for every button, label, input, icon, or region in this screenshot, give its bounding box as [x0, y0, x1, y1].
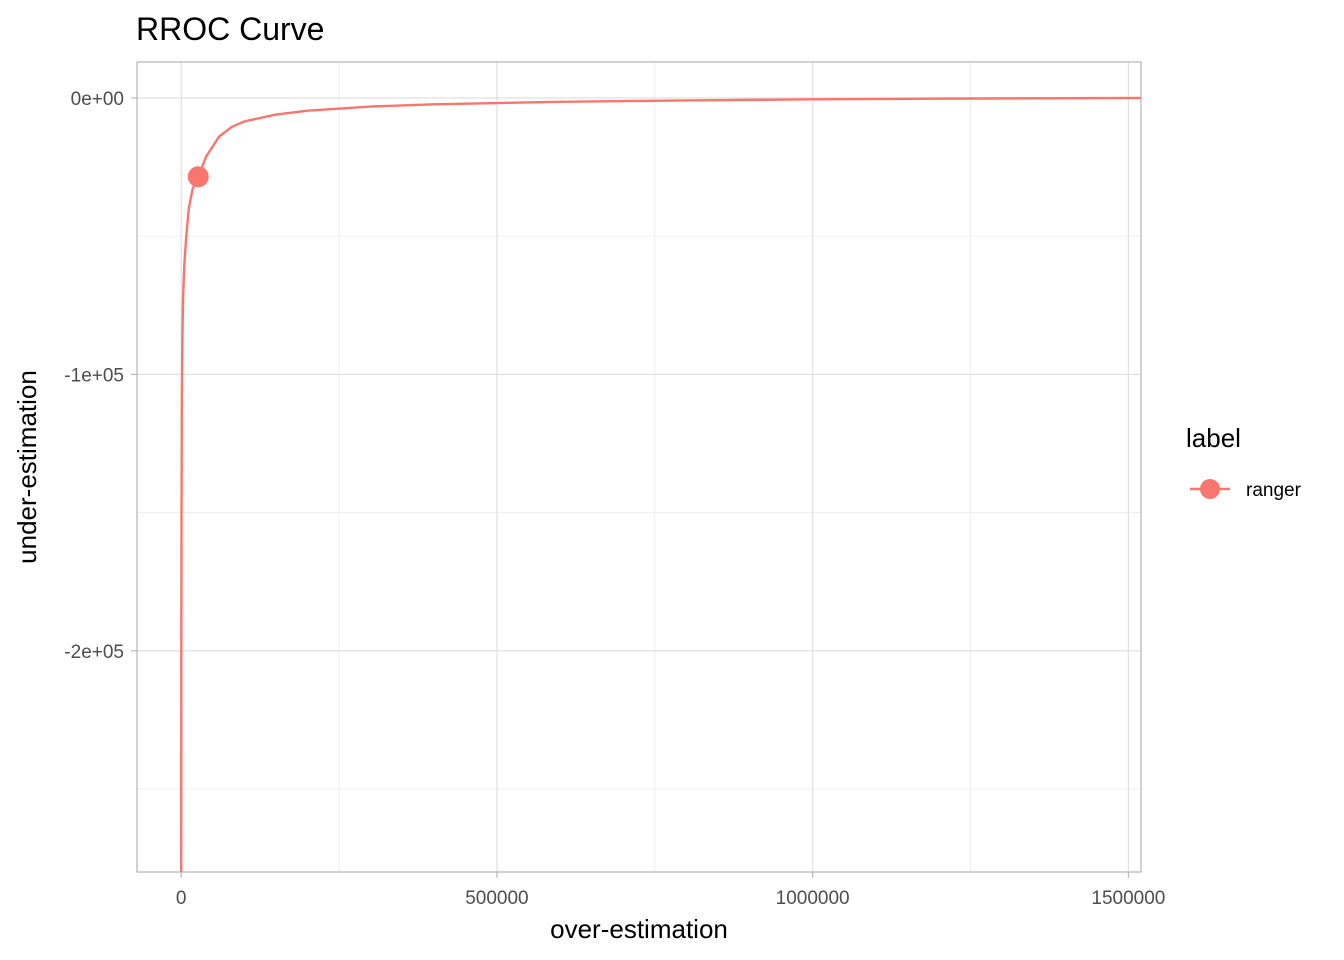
y-tick-label: -1e+05 [64, 365, 124, 386]
x-tick-label: 500000 [465, 888, 528, 909]
minor-grid [137, 62, 1141, 872]
plot-panel [137, 62, 1141, 872]
legend-key-point [1200, 479, 1220, 499]
plot-border [136, 61, 1142, 873]
x-axis-title: over-estimation [550, 914, 728, 944]
x-tick-label: 0 [176, 888, 187, 909]
chart-title: RROC Curve [136, 11, 324, 47]
major-grid [137, 62, 1141, 872]
y-tick-label: 0e+00 [71, 89, 124, 110]
legend-title: label [1186, 423, 1241, 453]
series-line-ranger [179, 96, 1142, 873]
series-layer [179, 96, 1142, 873]
y-axis-ticks: 0e+00 -1e+05 -2e+05 [64, 89, 137, 663]
y-axis-title: under-estimation [12, 370, 42, 564]
legend-label: ranger [1246, 480, 1302, 501]
legend: label ranger [1186, 423, 1302, 501]
x-axis-ticks: 0 500000 1000000 1500000 [176, 872, 1165, 909]
x-tick-label: 1500000 [1091, 888, 1165, 909]
x-tick-label: 1000000 [776, 888, 850, 909]
highlight-point [187, 166, 209, 188]
y-tick-label: -2e+05 [64, 642, 124, 663]
